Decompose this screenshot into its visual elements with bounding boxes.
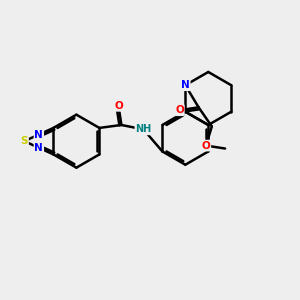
- Text: N: N: [181, 80, 190, 90]
- Text: O: O: [175, 105, 184, 115]
- Text: NH: NH: [135, 124, 152, 134]
- Text: S: S: [20, 136, 28, 146]
- Text: N: N: [34, 130, 43, 140]
- Text: N: N: [34, 143, 43, 153]
- Text: O: O: [202, 141, 210, 151]
- Text: O: O: [114, 101, 123, 111]
